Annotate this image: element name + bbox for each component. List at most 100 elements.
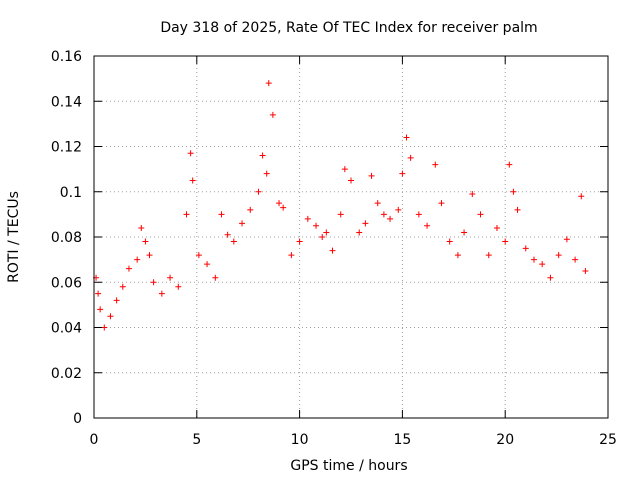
data-point (189, 177, 196, 184)
data-point (195, 252, 202, 259)
data-point (399, 170, 406, 177)
data-point (313, 222, 320, 229)
data-point (563, 236, 570, 243)
data-point (454, 252, 461, 259)
data-point (337, 211, 344, 218)
x-tick-labels: 0 5 10 15 20 25 (90, 432, 617, 448)
y-tick-label: 0.14 (51, 94, 82, 110)
data-point (469, 191, 476, 198)
data-point (510, 188, 517, 195)
data-point (204, 261, 211, 268)
y-tick-label: 0.1 (60, 185, 82, 201)
data-point (187, 150, 194, 157)
data-point (113, 297, 120, 304)
y-tick-label: 0.02 (51, 366, 82, 382)
data-point (101, 324, 108, 331)
x-tick-label: 10 (291, 432, 309, 448)
data-point (212, 274, 219, 281)
data-point (387, 215, 394, 222)
data-point (407, 154, 414, 161)
data-point (119, 283, 126, 290)
y-axis-label: ROTI / TECUs (6, 191, 22, 283)
data-point (265, 80, 272, 87)
grid-lines (94, 56, 608, 418)
data-point (97, 306, 104, 313)
data-point (446, 238, 453, 245)
data-point (230, 238, 237, 245)
data-point (95, 290, 102, 297)
data-point (142, 238, 149, 245)
data-point (572, 256, 579, 263)
data-point (514, 206, 521, 213)
data-point (146, 252, 153, 259)
data-point (432, 161, 439, 168)
data-point (158, 290, 165, 297)
data-point (319, 234, 326, 240)
data-point (362, 220, 369, 227)
data-point (175, 283, 182, 290)
data-point (539, 261, 546, 268)
y-tick-label: 0.12 (51, 140, 82, 156)
data-point (269, 111, 276, 118)
y-tick-label: 0 (73, 411, 82, 427)
data-point (323, 229, 330, 236)
data-point (218, 211, 225, 218)
x-tick-label: 0 (90, 432, 99, 448)
data-point (477, 211, 484, 218)
data-point (403, 134, 410, 141)
data-point (582, 267, 589, 274)
data-point (329, 247, 336, 254)
data-point (356, 229, 363, 236)
data-point (506, 161, 513, 168)
data-point (415, 211, 422, 218)
data-point (304, 215, 311, 222)
data-point (259, 152, 266, 159)
data-point (374, 200, 381, 207)
data-point (138, 224, 145, 231)
data-point (183, 211, 190, 218)
data-point (438, 200, 445, 207)
data-point (239, 220, 246, 227)
data-points (93, 80, 589, 331)
data-point (296, 238, 303, 245)
x-axis-label: GPS time / hours (290, 458, 407, 474)
data-point (368, 172, 375, 179)
data-point (555, 252, 562, 259)
chart-title: Day 318 of 2025, Rate Of TEC Index for r… (160, 20, 537, 36)
data-point (255, 188, 262, 195)
data-point (522, 245, 529, 252)
x-tick-label: 25 (599, 432, 617, 448)
data-point (380, 211, 387, 218)
data-point (150, 279, 157, 286)
y-tick-label: 0.08 (51, 230, 82, 246)
y-tick-labels: 0 0.02 0.04 0.06 0.08 0.1 0.12 0.14 0.16 (51, 49, 82, 427)
data-point (485, 252, 492, 259)
x-tick-label: 5 (192, 432, 201, 448)
data-point (530, 256, 537, 263)
x-tick-label: 20 (496, 432, 514, 448)
data-point (263, 170, 270, 177)
data-point (461, 229, 468, 236)
data-point (276, 200, 283, 207)
data-point (547, 274, 554, 281)
data-point (424, 222, 431, 229)
data-point (502, 238, 509, 245)
axis-ticks (93, 55, 609, 419)
y-tick-label: 0.04 (51, 321, 82, 337)
data-point (224, 231, 231, 238)
data-point (134, 256, 141, 263)
y-tick-label: 0.16 (51, 49, 82, 65)
data-point (578, 193, 585, 200)
x-tick-label: 15 (393, 432, 411, 448)
data-point (395, 206, 402, 213)
data-point (341, 166, 348, 173)
data-point (493, 224, 500, 231)
data-point (280, 204, 287, 211)
data-point (167, 274, 174, 281)
data-point (348, 177, 354, 184)
data-point (107, 313, 114, 320)
data-point (125, 265, 132, 272)
data-point (288, 252, 295, 259)
